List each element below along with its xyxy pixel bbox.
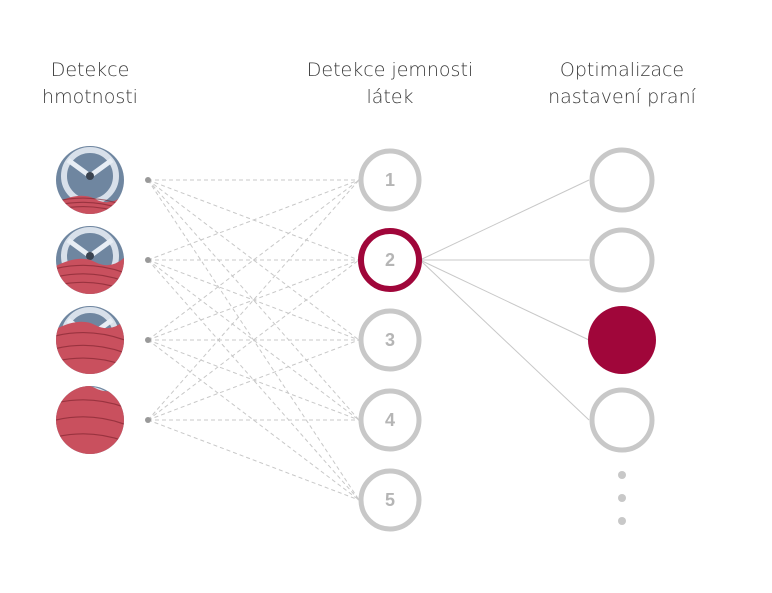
wash-setting-circle-selected	[588, 306, 656, 374]
dashed-connection	[147, 179, 360, 341]
solid-connection	[419, 179, 590, 261]
wash-setting-circle	[589, 227, 655, 293]
dashed-connection	[147, 339, 360, 501]
header-line: Detekce	[50, 59, 130, 81]
fabric-fold	[56, 331, 124, 341]
fabric-fill	[56, 321, 124, 374]
header-line: Optimalizace	[559, 59, 685, 81]
dashed-connection	[147, 259, 360, 421]
dashed-connection	[147, 259, 360, 501]
fabric-level-circle-1	[358, 148, 422, 212]
node-dot	[145, 337, 151, 343]
wash-setting-circle	[589, 147, 655, 213]
fabric-level-label-2: 2	[385, 250, 395, 270]
fabric-fold	[56, 399, 124, 408]
node-dot	[145, 257, 151, 263]
fabric-level-circle-5	[358, 468, 422, 532]
fabric-fold	[56, 273, 124, 282]
drum-hub	[86, 252, 94, 260]
fabric-level-circle-4	[358, 388, 422, 452]
more-dot	[618, 471, 626, 479]
fabric-level-label-5: 5	[385, 490, 395, 510]
header-wash-optimization: Optimalizace nastavení praní	[512, 57, 732, 111]
dashed-connection	[147, 179, 360, 421]
solid-connection	[419, 259, 590, 341]
dashed-connection	[147, 179, 360, 421]
header-line: hmotnosti	[42, 86, 138, 108]
load-image-2	[56, 226, 124, 294]
header-fabric-detection: Detekce jemnosti látek	[280, 57, 500, 111]
fabric-level-label-1: 1	[385, 170, 395, 190]
load-image-3	[56, 306, 124, 374]
node-dot	[145, 417, 151, 423]
drum-hub	[86, 172, 94, 180]
header-line: látek	[366, 86, 414, 108]
node-dot	[145, 177, 151, 183]
fabric-fill	[56, 386, 124, 454]
dashed-connection	[147, 339, 360, 421]
dashed-connection	[147, 419, 360, 501]
fabric-level-circle-2	[358, 228, 422, 292]
solid-connection	[419, 259, 590, 421]
header-line: Detekce jemnosti	[306, 59, 474, 81]
dashed-connection	[147, 259, 360, 421]
more-dot	[618, 517, 626, 525]
dashed-connection	[147, 259, 360, 341]
fabric-level-circle-3	[358, 308, 422, 372]
more-dot	[618, 494, 626, 502]
load-image-4	[56, 386, 124, 454]
fabric-fold	[56, 344, 124, 354]
dashed-connection	[147, 179, 360, 261]
header-line: nastavení praní	[548, 86, 696, 108]
dashed-connection	[147, 179, 360, 341]
header-weight-detection: Detekce hmotnosti	[0, 57, 200, 111]
fabric-fold	[56, 433, 124, 442]
fabric-fold	[56, 416, 124, 425]
wash-setting-circle	[589, 387, 655, 453]
fabric-level-label-4: 4	[385, 410, 395, 430]
load-image-1	[56, 146, 124, 214]
fabric-level-label-3: 3	[385, 330, 395, 350]
fabric-fold	[56, 264, 124, 274]
